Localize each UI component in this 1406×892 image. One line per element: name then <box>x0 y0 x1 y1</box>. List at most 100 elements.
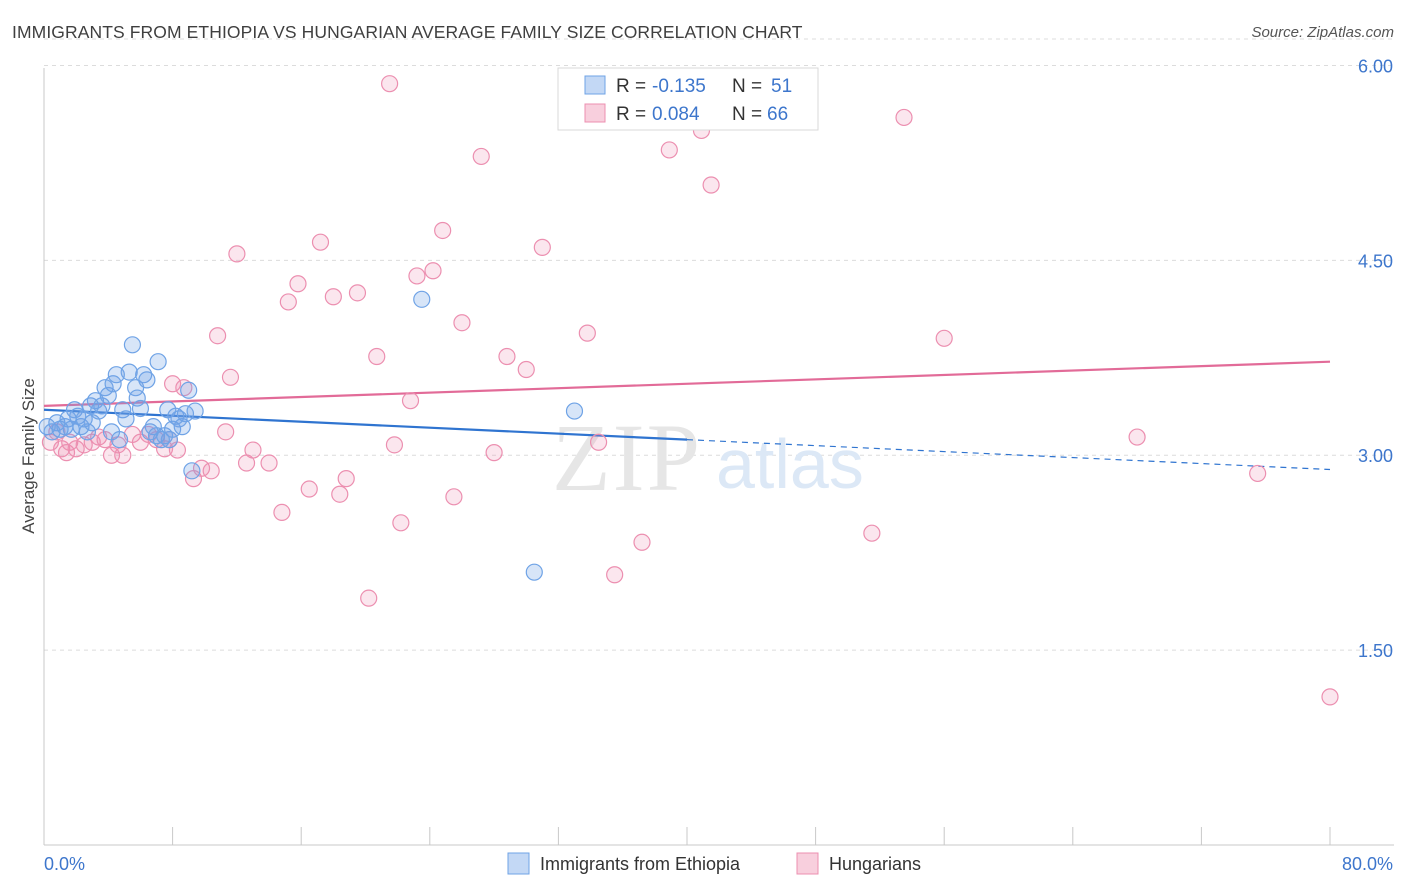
hungarian-point <box>209 327 227 345</box>
y-tick-label: 1.50 <box>1358 641 1393 661</box>
hungarian-point <box>244 441 262 459</box>
ethiopia-point <box>107 366 125 384</box>
hungarian-point <box>57 444 76 462</box>
hungarian-point <box>114 446 132 464</box>
hungarian-point <box>279 293 297 311</box>
series-legend: Immigrants from Ethiopia Hungarians <box>507 852 921 875</box>
hungarian-point <box>895 108 913 127</box>
hungarian-point <box>337 470 355 488</box>
hungarian-point <box>453 314 471 332</box>
y-axis-label: Average Family Size <box>19 378 38 534</box>
hungarian-point <box>61 433 79 451</box>
watermark-zip: ZIP <box>552 404 702 511</box>
hungarian-point <box>935 329 953 347</box>
hungarian-point <box>408 267 426 285</box>
hungarian-point <box>1249 464 1267 483</box>
legend-label-ethiopia: Immigrants from Ethiopia <box>540 854 741 874</box>
axes <box>43 68 1394 846</box>
ethiopia-point <box>38 418 56 436</box>
ethiopia-point <box>110 431 129 449</box>
hungarian-point <box>633 533 651 551</box>
hungarian-point <box>1321 688 1339 706</box>
ethiopia-point <box>413 290 431 308</box>
ethiopia-point <box>138 371 156 389</box>
stats-legend-r-value: 0.084 <box>652 104 700 125</box>
hungarian-point <box>360 589 378 607</box>
stats-legend-r-label: R = <box>616 76 646 97</box>
chart-source: Source: ZipAtlas.com <box>1251 24 1394 41</box>
hungarian-point <box>424 262 442 280</box>
hungarian-point <box>273 503 291 522</box>
stats-legend-n-value: 51 <box>771 76 792 97</box>
legend-swatch-hungarians <box>796 852 819 875</box>
hungarian-point <box>392 514 410 532</box>
ethiopia-trend-extension <box>686 439 1331 471</box>
hungarian-trend-line <box>43 360 1331 407</box>
hungarian-point <box>863 524 881 542</box>
ethiopia-point <box>160 431 178 449</box>
hungarian-point <box>228 245 246 263</box>
hungarian-point <box>589 433 608 451</box>
hungarian-point <box>300 480 318 498</box>
y-tick-label: 3.00 <box>1358 446 1393 466</box>
watermark: ZIP atlas <box>552 404 864 511</box>
hungarian-point <box>260 454 278 472</box>
stats-legend-n-value: 66 <box>767 104 788 125</box>
x-tick-label-min: 0.0% <box>44 854 85 874</box>
stats-legend-n-label: N = <box>732 76 762 97</box>
hungarian-point <box>1128 428 1146 446</box>
gridlines <box>44 38 1394 651</box>
hungarian-point <box>331 485 349 503</box>
ethiopia-point <box>114 401 132 419</box>
ethiopia-point <box>167 407 185 425</box>
hungarian-point <box>348 284 367 302</box>
ethiopia-point <box>90 402 108 420</box>
ethiopia-point <box>144 418 162 436</box>
trend-lines <box>43 360 1331 471</box>
hungarian-point <box>517 360 535 379</box>
hungarian-point <box>381 75 399 93</box>
stats-legend-r-label: R = <box>616 104 646 125</box>
ethiopia-point <box>565 402 584 420</box>
stats-legend-swatch-pink <box>584 103 606 123</box>
hungarian-point <box>606 566 624 584</box>
hungarian-point <box>401 392 420 410</box>
x-tick-label-max: 80.0% <box>1342 854 1393 874</box>
ethiopia-point <box>135 366 153 384</box>
ethiopia-point <box>104 375 122 393</box>
hungarian-point <box>324 288 342 306</box>
y-tick-label: 6.00 <box>1358 56 1393 76</box>
hungarian-point <box>221 368 240 386</box>
legend-label-hungarians: Hungarians <box>829 854 921 874</box>
hungarian-point <box>485 444 503 462</box>
stats-legend: R = -0.135 N = 51 R = 0.084 N = 66 <box>557 67 819 131</box>
ethiopia-trend-line <box>43 408 688 441</box>
ethiopia-point <box>164 420 182 438</box>
hungarian-point <box>217 423 235 441</box>
chart-title: IMMIGRANTS FROM ETHIOPIA VS HUNGARIAN AV… <box>12 22 803 42</box>
hungarian-point <box>434 221 452 240</box>
ethiopia-point <box>131 399 150 418</box>
y-tick-label: 4.50 <box>1358 251 1393 271</box>
hungarian-point <box>533 238 551 256</box>
data-points <box>38 75 1339 706</box>
hungarian-point <box>660 141 678 159</box>
watermark-atlas: atlas <box>716 425 864 503</box>
hungarian-point <box>702 176 720 194</box>
stats-legend-swatch-blue <box>584 75 606 95</box>
ethiopia-point <box>117 410 135 428</box>
ethiopia-point <box>128 389 146 407</box>
hungarian-point <box>289 275 307 293</box>
hungarian-point <box>498 347 516 366</box>
hungarian-point <box>192 459 211 477</box>
ethiopia-point <box>176 405 195 423</box>
ethiopia-point <box>120 363 138 381</box>
ethiopia-point <box>78 423 97 441</box>
ethiopia-point <box>149 353 167 371</box>
hungarian-point <box>578 324 596 342</box>
ethiopia-point <box>123 336 142 354</box>
hungarian-point <box>472 147 490 166</box>
tick-labels: 1.50 3.00 4.50 6.00 0.0% 80.0% <box>44 56 1393 874</box>
ethiopia-point <box>93 397 111 415</box>
